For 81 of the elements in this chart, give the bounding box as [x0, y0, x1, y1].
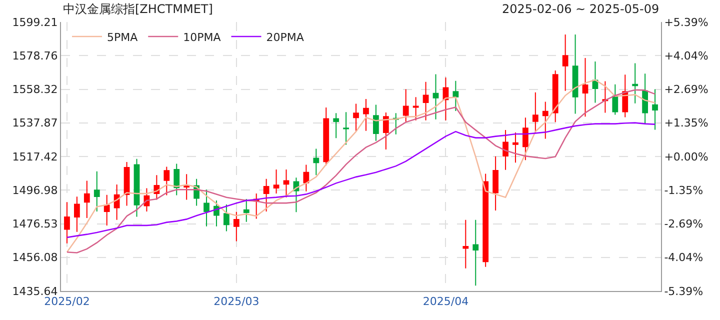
y2-tick-label: +1.35% [664, 116, 708, 130]
candlestick [84, 180, 90, 219]
x-tick-label: 2025/04 [422, 295, 469, 308]
candlestick [114, 184, 120, 220]
candlestick [612, 84, 618, 116]
x-tick-label: 2025/03 [214, 295, 260, 308]
y2-tick-label: +2.69% [664, 83, 708, 96]
candlestick [293, 177, 300, 213]
y2-tick-label: -1.35% [664, 184, 704, 198]
y-tick-label: 1456.08 [12, 251, 58, 264]
candlestick [353, 103, 359, 132]
candlestick [642, 73, 648, 124]
legend-label: 5PMA [107, 30, 138, 44]
line-series [66, 122, 656, 238]
y-tick-label: 1517.42 [12, 150, 58, 164]
y-tick-label: 1537.87 [12, 116, 58, 130]
candlestick [602, 80, 608, 114]
candlestick [283, 169, 290, 198]
candlestick [184, 174, 190, 200]
legend-label: 10PMA [183, 30, 222, 44]
candlestick [402, 88, 409, 122]
candlestick [422, 81, 429, 121]
y2-tick-label: -2.69% [664, 217, 704, 230]
candlestick [74, 196, 80, 232]
candlestick [64, 202, 70, 244]
y-tick-label: 1435.64 [12, 284, 58, 298]
y2-tick-label: -5.39% [664, 284, 704, 298]
candlestick [492, 156, 498, 211]
y-tick-label: 1599.21 [12, 16, 58, 29]
candlestick [382, 112, 389, 150]
candlestick [363, 98, 369, 132]
candlestick [313, 148, 320, 176]
y-tick-label: 1558.32 [12, 83, 58, 96]
candlestick [512, 132, 518, 164]
candlestick [522, 117, 528, 161]
candlestick [333, 112, 340, 139]
chart-subtitle: 2025-02-06 ~ 2025-05-09 [502, 2, 660, 16]
candlestick [652, 88, 658, 130]
legend-label: 20PMA [266, 30, 304, 44]
candlestick [164, 166, 170, 196]
y2-tick-label: -4.04% [664, 251, 704, 264]
candlestick [263, 178, 270, 212]
y-tick-label: 1476.53 [12, 218, 58, 231]
candlestick [462, 219, 469, 269]
candlestick [303, 164, 310, 192]
candlestick [94, 170, 100, 212]
y-tick-label: 1578.76 [12, 49, 58, 62]
candlestick [482, 173, 489, 268]
candlestick [343, 112, 349, 146]
candlestick [233, 211, 240, 242]
candlestick [532, 92, 538, 134]
y2-tick-label: +4.04% [664, 50, 708, 63]
candlestick [134, 158, 140, 218]
candlestick [502, 130, 508, 170]
candlestick [442, 76, 449, 121]
x-tick-label: 2025/02 [44, 295, 90, 308]
candlestick [243, 198, 250, 222]
candlestick [323, 107, 330, 166]
y2-tick-label: +0.00% [664, 150, 708, 164]
candlestick [104, 194, 110, 226]
chart-title: 中汉金属综指[ZHCTMMET] [63, 2, 213, 16]
candlestick [373, 104, 379, 142]
y-tick-label: 1496.98 [12, 184, 58, 197]
candlestick [622, 74, 628, 118]
candlestick [452, 80, 459, 112]
candlestick [472, 219, 479, 286]
candlestick [224, 204, 230, 232]
candlestick [412, 96, 419, 121]
candlestick [174, 163, 180, 196]
candlestick [432, 74, 439, 120]
candlestick [592, 60, 598, 104]
candlestick [552, 70, 558, 123]
candlestick [204, 189, 210, 227]
candlestick [542, 101, 548, 140]
candlestick [632, 62, 638, 104]
candlestick [572, 34, 578, 114]
candlestick [562, 34, 568, 92]
candlestick [273, 169, 280, 194]
y2-tick-label: +5.39% [664, 16, 708, 29]
candlestick [124, 161, 130, 206]
candlestick [582, 58, 588, 118]
